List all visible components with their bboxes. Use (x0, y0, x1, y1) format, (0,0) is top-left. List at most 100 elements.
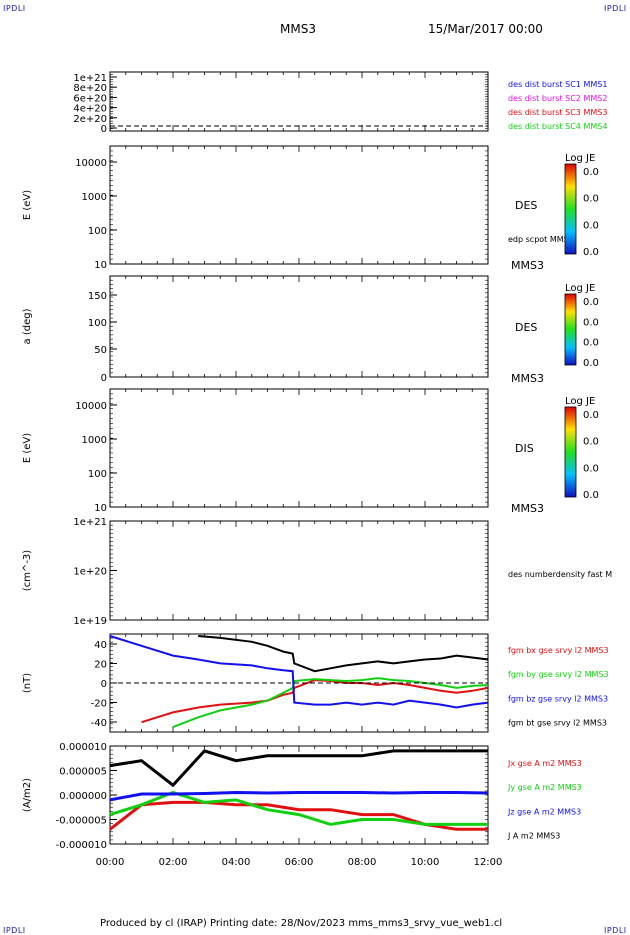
colorbar-tick: 0.0 (583, 437, 599, 448)
y-tick-label: 8e+20 (73, 83, 107, 94)
x-tick-label: 06:00 (285, 857, 314, 868)
colorbar-title: Log JE (565, 283, 595, 294)
instrument-label: DIS (515, 442, 534, 455)
legend-entry: des dist burst SC3 MMS3 (508, 108, 607, 117)
x-tick-label: 04:00 (222, 857, 251, 868)
y-axis-label: a (deg) (22, 308, 33, 344)
y-tick-label: 100 (88, 469, 107, 480)
instrument-label: DES (515, 321, 537, 334)
colorbar-tick: 0.0 (583, 167, 599, 178)
legend-entry: fgm bx gse srvy l2 MMS3 (508, 646, 609, 655)
colorbar-title: Log JE (565, 396, 595, 407)
y-axis-label: (nT) (22, 673, 33, 693)
corner-tag-bottom-right: IPDLI (604, 926, 627, 935)
y-tick-label: 100 (88, 318, 107, 329)
y-tick-label: 50 (94, 345, 107, 356)
footer-credit: Produced by cl (IRAP) Printing date: 28/… (100, 918, 503, 929)
y-tick-label: 10 (94, 260, 107, 271)
plot-frame-3 (109, 275, 489, 378)
y-tick-label: 0.000000 (59, 791, 107, 802)
colorbar-title: Log JE (565, 153, 595, 164)
legend-entry: J A m2 MMS3 (507, 832, 560, 841)
y-tick-label: 10000 (75, 401, 107, 412)
legend-entry: fgm bt gse srvy l2 MMS3 (508, 719, 607, 728)
colorbar-tick: 0.0 (583, 338, 599, 349)
date-title: 15/Mar/2017 00:00 (428, 22, 543, 36)
y-tick-label: 0 (101, 373, 107, 384)
x-tick-label: 10:00 (411, 857, 440, 868)
colorbar-tick: 0.0 (583, 317, 599, 328)
spacecraft-label: MMS3 (511, 502, 544, 515)
legend-entry: des dist burst SC4 MMS4 (508, 122, 607, 131)
colorbar-tick: 0.0 (583, 410, 599, 421)
corner-tag-top-left: IPDLI (3, 4, 26, 13)
colorbar-tick: 0.0 (583, 297, 599, 308)
y-tick-label: 0 (101, 679, 107, 690)
colorbar (564, 293, 577, 366)
y-tick-label: 1e+20 (73, 567, 107, 578)
scpot-label: edp scpot MMS3 (508, 235, 574, 244)
legend-entry: Jy gse A m2 MMS3 (507, 783, 582, 792)
x-tick-label: 12:00 (474, 857, 503, 868)
y-tick-label: 10 (94, 503, 107, 514)
y-tick-label: 100 (88, 226, 107, 237)
spacecraft-label: MMS3 (511, 372, 544, 385)
series-line (172, 677, 489, 729)
y-tick-label: -20 (91, 699, 107, 710)
spacecraft-label: MMS3 (511, 259, 544, 272)
series-line (109, 635, 489, 709)
y-tick-label: 0.000005 (59, 767, 107, 778)
x-tick-label: 02:00 (159, 857, 188, 868)
colorbar (564, 163, 577, 255)
y-tick-label: 1e+19 (73, 616, 107, 627)
plot-frame-5 (109, 520, 489, 621)
y-tick-label: 0 (101, 124, 107, 135)
y-tick-label: 1e+21 (73, 517, 107, 528)
colorbar-tick: 0.0 (583, 194, 599, 205)
instrument-label: DES (515, 199, 537, 212)
series-line (198, 635, 489, 673)
y-tick-label: 150 (88, 291, 107, 302)
y-tick-label: 2e+20 (73, 114, 107, 125)
y-tick-label: 6e+20 (73, 93, 107, 104)
y-tick-label: 10000 (75, 158, 107, 169)
series-line (109, 790, 489, 802)
plot-frame-4 (109, 388, 489, 508)
legend-entry: des dist burst SC1 MMS1 (508, 80, 607, 89)
y-axis-label: E (eV) (22, 190, 33, 220)
colorbar-tick: 0.0 (583, 463, 599, 474)
legend-entry: des numberdensity fast M (508, 570, 612, 579)
y-tick-label: 0.000010 (59, 742, 107, 753)
colorbar (564, 406, 577, 498)
x-tick-label: 08:00 (348, 857, 377, 868)
corner-tag-bottom-left: IPDLI (3, 926, 26, 935)
legend-entry: Jx gse A m2 MMS3 (507, 759, 582, 768)
series-line (141, 679, 489, 724)
x-tick-label: 00:00 (96, 857, 125, 868)
y-tick-label: 40 (94, 640, 107, 651)
colorbar-tick: 0.0 (583, 247, 599, 258)
corner-tag-top-right: IPDLI (604, 4, 627, 13)
y-tick-label: 20 (94, 660, 107, 671)
legend-entry: des dist burst SC2 MMS2 (508, 94, 607, 103)
colorbar-tick: 0.0 (583, 490, 599, 501)
y-tick-label: -0.000010 (56, 840, 107, 851)
y-tick-label: 4e+20 (73, 104, 107, 115)
y-tick-label: -0.000005 (56, 816, 107, 827)
y-tick-label: 1e+21 (73, 73, 107, 84)
y-axis-label: (A/m2) (22, 778, 33, 812)
spacecraft-title: MMS3 (280, 22, 316, 36)
y-tick-label: 1000 (82, 192, 107, 203)
plot-frame-1 (109, 71, 489, 132)
legend-entry: fgm bz gse srvy l2 MMS3 (508, 694, 608, 703)
colorbar-tick: 0.0 (583, 358, 599, 369)
series-line (109, 749, 488, 788)
legend-entry: Jz gse A m2 MMS3 (507, 807, 581, 816)
colorbar-tick: 0.0 (583, 220, 599, 231)
plot-frame-2 (109, 145, 489, 265)
y-axis-label: (cm^-3) (22, 550, 33, 591)
y-axis-label: E (eV) (22, 433, 33, 463)
legend-entry: fgm by gse srvy l2 MMS3 (508, 670, 609, 679)
y-tick-label: -40 (91, 718, 107, 729)
